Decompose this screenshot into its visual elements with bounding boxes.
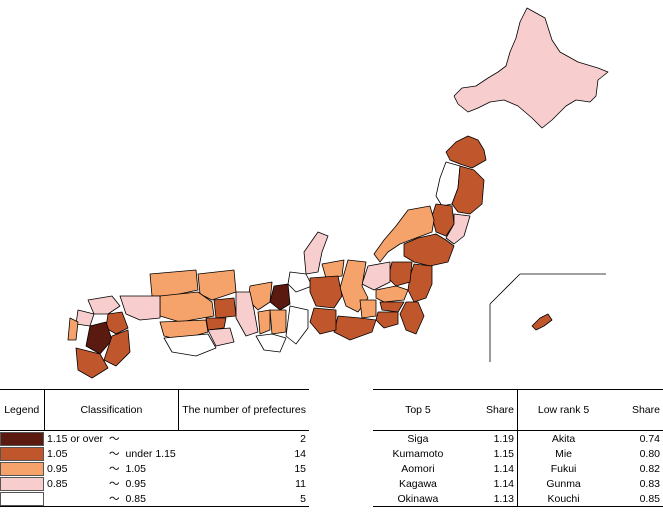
region-kochi [163, 333, 217, 357]
region-kagoshima [75, 347, 109, 379]
region-iwate [451, 165, 485, 215]
color-swatch [0, 446, 44, 461]
region-saga [75, 309, 95, 327]
region-yamaguchi [119, 295, 161, 321]
legend-row: 〜 0.85 5 [0, 491, 309, 507]
japan-choropleth-map [67, 7, 609, 379]
region-wakayama [255, 333, 287, 353]
region-mie [285, 305, 309, 345]
region-miyagi [445, 213, 471, 245]
region-hyogo [235, 291, 259, 337]
region-kanagawa [375, 311, 399, 329]
color-swatch [0, 491, 44, 506]
color-swatch [0, 476, 44, 491]
ranking-row: Kumamoto 1.15 Mie 0.80 [392, 446, 660, 461]
ranking-row: Siga 1.19 Akita 0.74 [407, 430, 660, 446]
region-tochigi [387, 261, 413, 287]
region-okinawa [531, 313, 553, 331]
region-yamanashi [359, 299, 377, 319]
region-okayama [213, 297, 237, 319]
region-miyazaki [103, 329, 131, 367]
legend-row: 1.15 or over 〜 2 [0, 431, 309, 447]
legend-row: 1.05 〜 under 1.15 14 [0, 446, 309, 461]
region-aichi [309, 307, 337, 335]
region-shizuoka [333, 315, 377, 341]
region-toyama [321, 259, 345, 279]
region-shiga [269, 283, 291, 311]
top5-header: Top 5 [373, 389, 463, 431]
inset-frame-diagonal [489, 273, 521, 305]
region-niigata [373, 205, 435, 263]
region-kagawa [205, 317, 227, 331]
color-swatch [0, 461, 44, 476]
region-fukushima [403, 233, 455, 267]
ranking-row: Kagawa 1.14 Gunma 0.83 [398, 476, 660, 491]
top-share-header: Share [462, 389, 518, 431]
region-nara [269, 309, 287, 335]
region-kumamoto [85, 321, 113, 355]
color-swatch [0, 431, 44, 446]
region-fukui [287, 271, 313, 293]
region-chiba [399, 301, 425, 335]
legend-row: 0.85 〜 0.95 11 [0, 476, 309, 491]
classification-header: Classification [43, 389, 179, 431]
ranking-row: Okinawa 1.13 Kouchi 0.85 [373, 491, 663, 507]
low5-header: Low rank 5 [517, 389, 610, 431]
region-aomori [445, 135, 487, 169]
count-header: The number of prefectures [178, 389, 309, 431]
ranking-row: Aomori 1.14 Fukui 0.82 [401, 461, 660, 476]
region-hokkaido [453, 7, 609, 129]
legend-table: Legend Classification The number of pref… [0, 389, 309, 507]
low-share-header: Share [609, 389, 663, 431]
region-tokyo [379, 301, 405, 313]
region-tottori [197, 269, 237, 301]
region-saitama [375, 285, 409, 303]
region-gifu [309, 275, 343, 309]
region-gunma [361, 261, 391, 291]
region-osaka [257, 309, 271, 335]
region-nagasaki [67, 317, 79, 341]
legend-header: Legend [0, 389, 44, 431]
region-fukuoka [87, 295, 121, 315]
region-tokushima [207, 327, 235, 347]
ranking-table: Top 5 Share Low rank 5 Share Siga 1.19 A… [373, 389, 663, 507]
region-shimane [149, 269, 199, 297]
legend-row: 0.95 〜 1.05 15 [0, 461, 309, 476]
